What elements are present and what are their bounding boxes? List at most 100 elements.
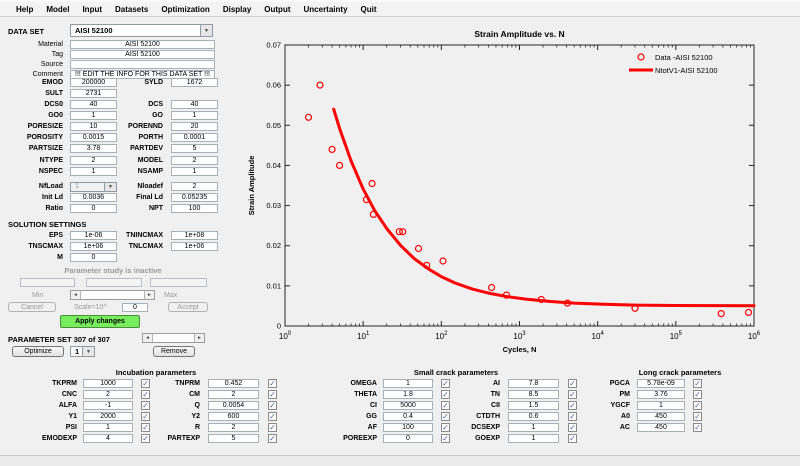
field-tnlcmax[interactable]: 1e+06 xyxy=(171,242,218,251)
remove-button[interactable]: Remove xyxy=(153,346,195,357)
incubation-tnprm-checkbox[interactable]: ✓ xyxy=(268,379,277,388)
incubation-field-partexp[interactable]: 5 xyxy=(208,434,259,443)
parameter-study-scrollbar[interactable]: ◄ ► xyxy=(70,290,155,300)
long-crack-pgca-checkbox[interactable]: ✓ xyxy=(693,379,702,388)
field-ntype[interactable]: 2 xyxy=(70,156,117,165)
field-nsamp[interactable]: 1 xyxy=(171,167,218,176)
menu-item-input[interactable]: Input xyxy=(82,5,102,14)
field-partsize[interactable]: 3.78 xyxy=(70,144,117,153)
incubation-field-cm[interactable]: 2 xyxy=(208,390,259,399)
long-crack-field-ac[interactable]: 450 xyxy=(637,423,685,432)
scroll-right-arrow-icon[interactable]: ► xyxy=(194,334,204,342)
field-partdev[interactable]: 5 xyxy=(171,144,218,153)
menu-item-help[interactable]: Help xyxy=(16,5,33,14)
small-crack-gg-checkbox[interactable]: ✓ xyxy=(441,412,450,421)
dataset-combobox[interactable]: AISI 52100 ▼ xyxy=(70,24,213,37)
accept-button[interactable]: Accept xyxy=(168,302,208,312)
long-crack-field-pgca[interactable]: 5.78e-09 xyxy=(637,379,685,388)
small-crack-ai-checkbox[interactable]: ✓ xyxy=(568,379,577,388)
incubation-field-alfa[interactable]: -1 xyxy=(83,401,133,410)
cancel-button[interactable]: Cancel xyxy=(8,302,56,312)
field-final-ld[interactable]: 0.05235 xyxy=(171,193,218,202)
small-crack-omega-checkbox[interactable]: ✓ xyxy=(441,379,450,388)
incubation-field-psi[interactable]: 1 xyxy=(83,423,133,432)
incubation-field-r[interactable]: 2 xyxy=(208,423,259,432)
incubation-field-q[interactable]: 0.0054 xyxy=(208,401,259,410)
small-crack-dcsexp-checkbox[interactable]: ✓ xyxy=(568,423,577,432)
long-crack-ygcf-checkbox[interactable]: ✓ xyxy=(693,401,702,410)
field-eps[interactable]: 1e-06 xyxy=(70,231,117,240)
small-crack-field-theta[interactable]: 1.8 xyxy=(383,390,433,399)
chevron-down-icon[interactable]: ▼ xyxy=(104,183,116,191)
apply-changes-button[interactable]: Apply changes xyxy=(60,315,140,328)
incubation-alfa-checkbox[interactable]: ✓ xyxy=(141,401,150,410)
field-tnscmax[interactable]: 1e+06 xyxy=(70,242,117,251)
field-m[interactable]: 0 xyxy=(70,253,117,262)
field-dcs0[interactable]: 40 xyxy=(70,100,117,109)
optimize-count-spinner[interactable]: 1 ▼ xyxy=(70,346,95,357)
long-crack-a0-checkbox[interactable]: ✓ xyxy=(693,412,702,421)
incubation-field-y1[interactable]: 2000 xyxy=(83,412,133,421)
chevron-down-icon[interactable]: ▼ xyxy=(82,347,94,356)
small-crack-field-gg[interactable]: 0.4 xyxy=(383,412,433,421)
small-crack-field-cii[interactable]: 1.5 xyxy=(508,401,559,410)
small-crack-tn-checkbox[interactable]: ✓ xyxy=(568,390,577,399)
long-crack-pm-checkbox[interactable]: ✓ xyxy=(693,390,702,399)
field-dcs[interactable]: 40 xyxy=(171,100,218,109)
long-crack-field-a0[interactable]: 450 xyxy=(637,412,685,421)
scrollbar-thumb[interactable] xyxy=(153,334,194,342)
scroll-right-arrow-icon[interactable]: ► xyxy=(144,291,154,299)
incubation-field-tnprm[interactable]: 0.452 xyxy=(208,379,259,388)
small-crack-field-af[interactable]: 100 xyxy=(383,423,433,432)
incubation-cnc-checkbox[interactable]: ✓ xyxy=(141,390,150,399)
incubation-y2-checkbox[interactable]: ✓ xyxy=(268,412,277,421)
incubation-field-cnc[interactable]: 2 xyxy=(83,390,133,399)
field-npt[interactable]: 100 xyxy=(171,204,218,213)
field-poresize[interactable]: 10 xyxy=(70,122,117,131)
field-syld[interactable]: 1672 xyxy=(171,78,218,87)
scrollbar-thumb[interactable] xyxy=(81,291,144,299)
menu-item-model[interactable]: Model xyxy=(46,5,69,14)
scale-input[interactable]: 0 xyxy=(122,303,148,312)
field-nloadef[interactable]: 2 xyxy=(171,182,218,191)
small-crack-field-dcsexp[interactable]: 1 xyxy=(508,423,559,432)
small-crack-field-ci[interactable]: 5000 xyxy=(383,401,433,410)
scroll-left-arrow-icon[interactable]: ◄ xyxy=(143,334,153,342)
scroll-left-arrow-icon[interactable]: ◄ xyxy=(71,291,81,299)
small-crack-theta-checkbox[interactable]: ✓ xyxy=(441,390,450,399)
field-tnincmax[interactable]: 1e+08 xyxy=(171,231,218,240)
incubation-y1-checkbox[interactable]: ✓ xyxy=(141,412,150,421)
incubation-cm-checkbox[interactable]: ✓ xyxy=(268,390,277,399)
menu-item-optimization[interactable]: Optimization xyxy=(161,5,209,14)
incubation-partexp-checkbox[interactable]: ✓ xyxy=(268,434,277,443)
field-porennd[interactable]: 20 xyxy=(171,122,218,131)
incubation-field-y2[interactable]: 600 xyxy=(208,412,259,421)
field-material[interactable]: AISI 52100 xyxy=(70,40,215,49)
small-crack-field-ai[interactable]: 7.8 xyxy=(508,379,559,388)
incubation-q-checkbox[interactable]: ✓ xyxy=(268,401,277,410)
field-sult[interactable]: 2731 xyxy=(70,89,117,98)
menu-item-uncertainty[interactable]: Uncertainty xyxy=(304,5,348,14)
small-crack-goexp-checkbox[interactable]: ✓ xyxy=(568,434,577,443)
chevron-down-icon[interactable]: ▼ xyxy=(200,25,212,36)
field-go0[interactable]: 1 xyxy=(70,111,117,120)
incubation-psi-checkbox[interactable]: ✓ xyxy=(141,423,150,432)
menu-item-quit[interactable]: Quit xyxy=(361,5,377,14)
small-crack-cii-checkbox[interactable]: ✓ xyxy=(568,401,577,410)
optimize-button[interactable]: Optimize xyxy=(12,346,64,357)
small-crack-field-tn[interactable]: 8.5 xyxy=(508,390,559,399)
parameter-set-scrollbar[interactable]: ◄ ► xyxy=(142,333,205,343)
menu-item-datasets[interactable]: Datasets xyxy=(115,5,148,14)
small-crack-poreexp-checkbox[interactable]: ✓ xyxy=(441,434,450,443)
small-crack-field-goexp[interactable]: 1 xyxy=(508,434,559,443)
incubation-r-checkbox[interactable]: ✓ xyxy=(268,423,277,432)
long-crack-field-pm[interactable]: 3.76 xyxy=(637,390,685,399)
incubation-emodexp-checkbox[interactable]: ✓ xyxy=(141,434,150,443)
field-init-ld[interactable]: 0.0036 xyxy=(70,193,117,202)
nfload-dropdown[interactable]: 1▼ xyxy=(70,182,117,192)
menu-item-output[interactable]: Output xyxy=(264,5,290,14)
incubation-field-emodexp[interactable]: 4 xyxy=(83,434,133,443)
incubation-tkprm-checkbox[interactable]: ✓ xyxy=(141,379,150,388)
field-go[interactable]: 1 xyxy=(171,111,218,120)
small-crack-af-checkbox[interactable]: ✓ xyxy=(441,423,450,432)
